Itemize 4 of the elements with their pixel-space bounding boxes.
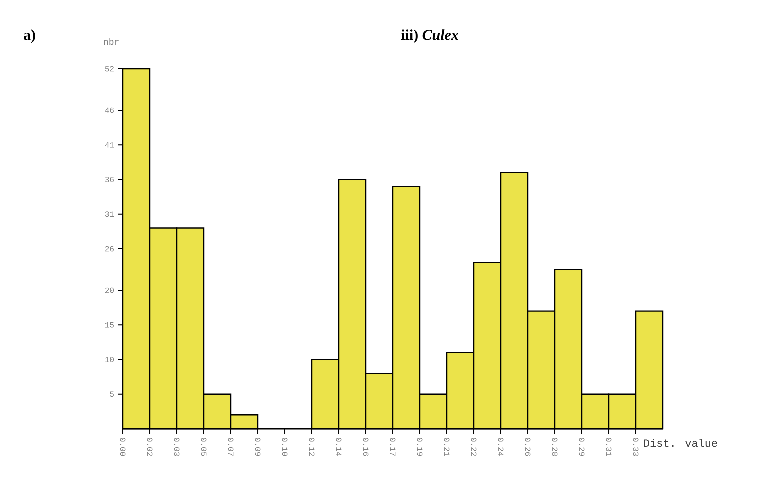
text: a): [24, 30, 36, 44]
chart-title: iii) Culex: [401, 30, 458, 44]
x-axis-title: Dist. value: [644, 439, 718, 448]
y-axis-title: nbr: [104, 38, 119, 46]
